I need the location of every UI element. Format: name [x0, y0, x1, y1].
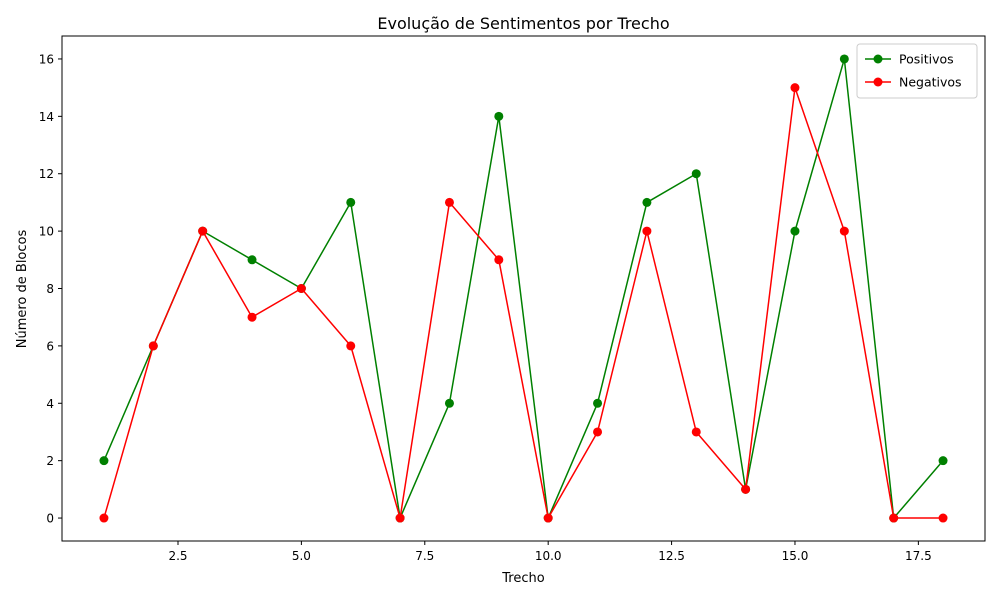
data-point-positivos: [346, 197, 356, 207]
y-tick-label: 2: [46, 454, 54, 468]
legend-label-negativos: Negativos: [899, 75, 962, 90]
legend-label-positivos: Positivos: [899, 52, 954, 67]
x-tick-label: 5.0: [292, 549, 311, 563]
data-point-negativos: [593, 427, 603, 437]
data-point-positivos: [494, 111, 504, 121]
y-tick-label: 12: [39, 167, 54, 181]
data-point-negativos: [938, 513, 948, 523]
data-point-negativos: [346, 341, 356, 351]
data-point-negativos: [494, 255, 504, 265]
data-point-negativos: [198, 226, 208, 236]
legend-marker-negativos: [873, 77, 883, 87]
data-point-negativos: [296, 284, 306, 293]
x-axis-label: Trecho: [501, 571, 544, 586]
plot-area: 2.5 5.0 7.5 10.0 12.5 15.0 17.5 0 2 4 6 8 10 12 14 16: [39, 35, 986, 563]
legend-box: [856, 43, 978, 99]
series-line-positivos: [103, 58, 944, 519]
data-point-positivos: [444, 398, 454, 408]
y-tick-label: 16: [39, 52, 54, 66]
data-point-positivos: [247, 255, 257, 265]
y-tick-label: 6: [46, 339, 54, 353]
y-tick-label: 4: [46, 397, 54, 411]
x-tick-label: 2.5: [168, 549, 187, 563]
data-point-negativos: [691, 427, 701, 437]
data-point-negativos: [247, 312, 257, 322]
y-tick-label: 14: [39, 110, 54, 124]
series-line-negativos: [103, 86, 944, 519]
data-point-negativos: [148, 341, 158, 351]
x-tick-label: 17.5: [905, 549, 932, 563]
chart-title: Evolução de Sentimentos por Trecho: [377, 14, 669, 33]
legend: Positivos Negativos: [856, 43, 978, 99]
axes-frame: [61, 35, 986, 542]
data-point-negativos: [99, 513, 109, 523]
data-point-negativos: [444, 197, 454, 207]
data-point-negativos: [741, 484, 751, 494]
data-point-positivos: [790, 226, 800, 236]
y-tick-label: 10: [39, 225, 54, 239]
data-point-positivos: [99, 456, 109, 466]
data-point-positivos: [938, 456, 948, 466]
data-point-positivos: [839, 54, 849, 64]
x-tick-label: 12.5: [658, 549, 685, 563]
data-point-negativos: [642, 226, 652, 236]
data-point-positivos: [593, 398, 603, 408]
legend-marker-positivos: [873, 54, 883, 64]
y-axis-label: Número de Blocos: [15, 230, 30, 349]
data-point-negativos: [790, 83, 800, 93]
data-point-positivos: [691, 169, 701, 179]
data-point-negativos: [543, 513, 553, 523]
data-point-negativos: [839, 226, 849, 236]
y-tick-label: 0: [46, 512, 54, 526]
data-point-negativos: [889, 513, 899, 523]
data-point-negativos: [395, 513, 405, 523]
data-point-positivos: [642, 197, 652, 207]
x-tick-label: 10.0: [535, 549, 562, 563]
y-tick-label: 8: [46, 282, 54, 296]
x-tick-label: 7.5: [415, 549, 434, 563]
x-tick-label: 15.0: [782, 549, 809, 563]
